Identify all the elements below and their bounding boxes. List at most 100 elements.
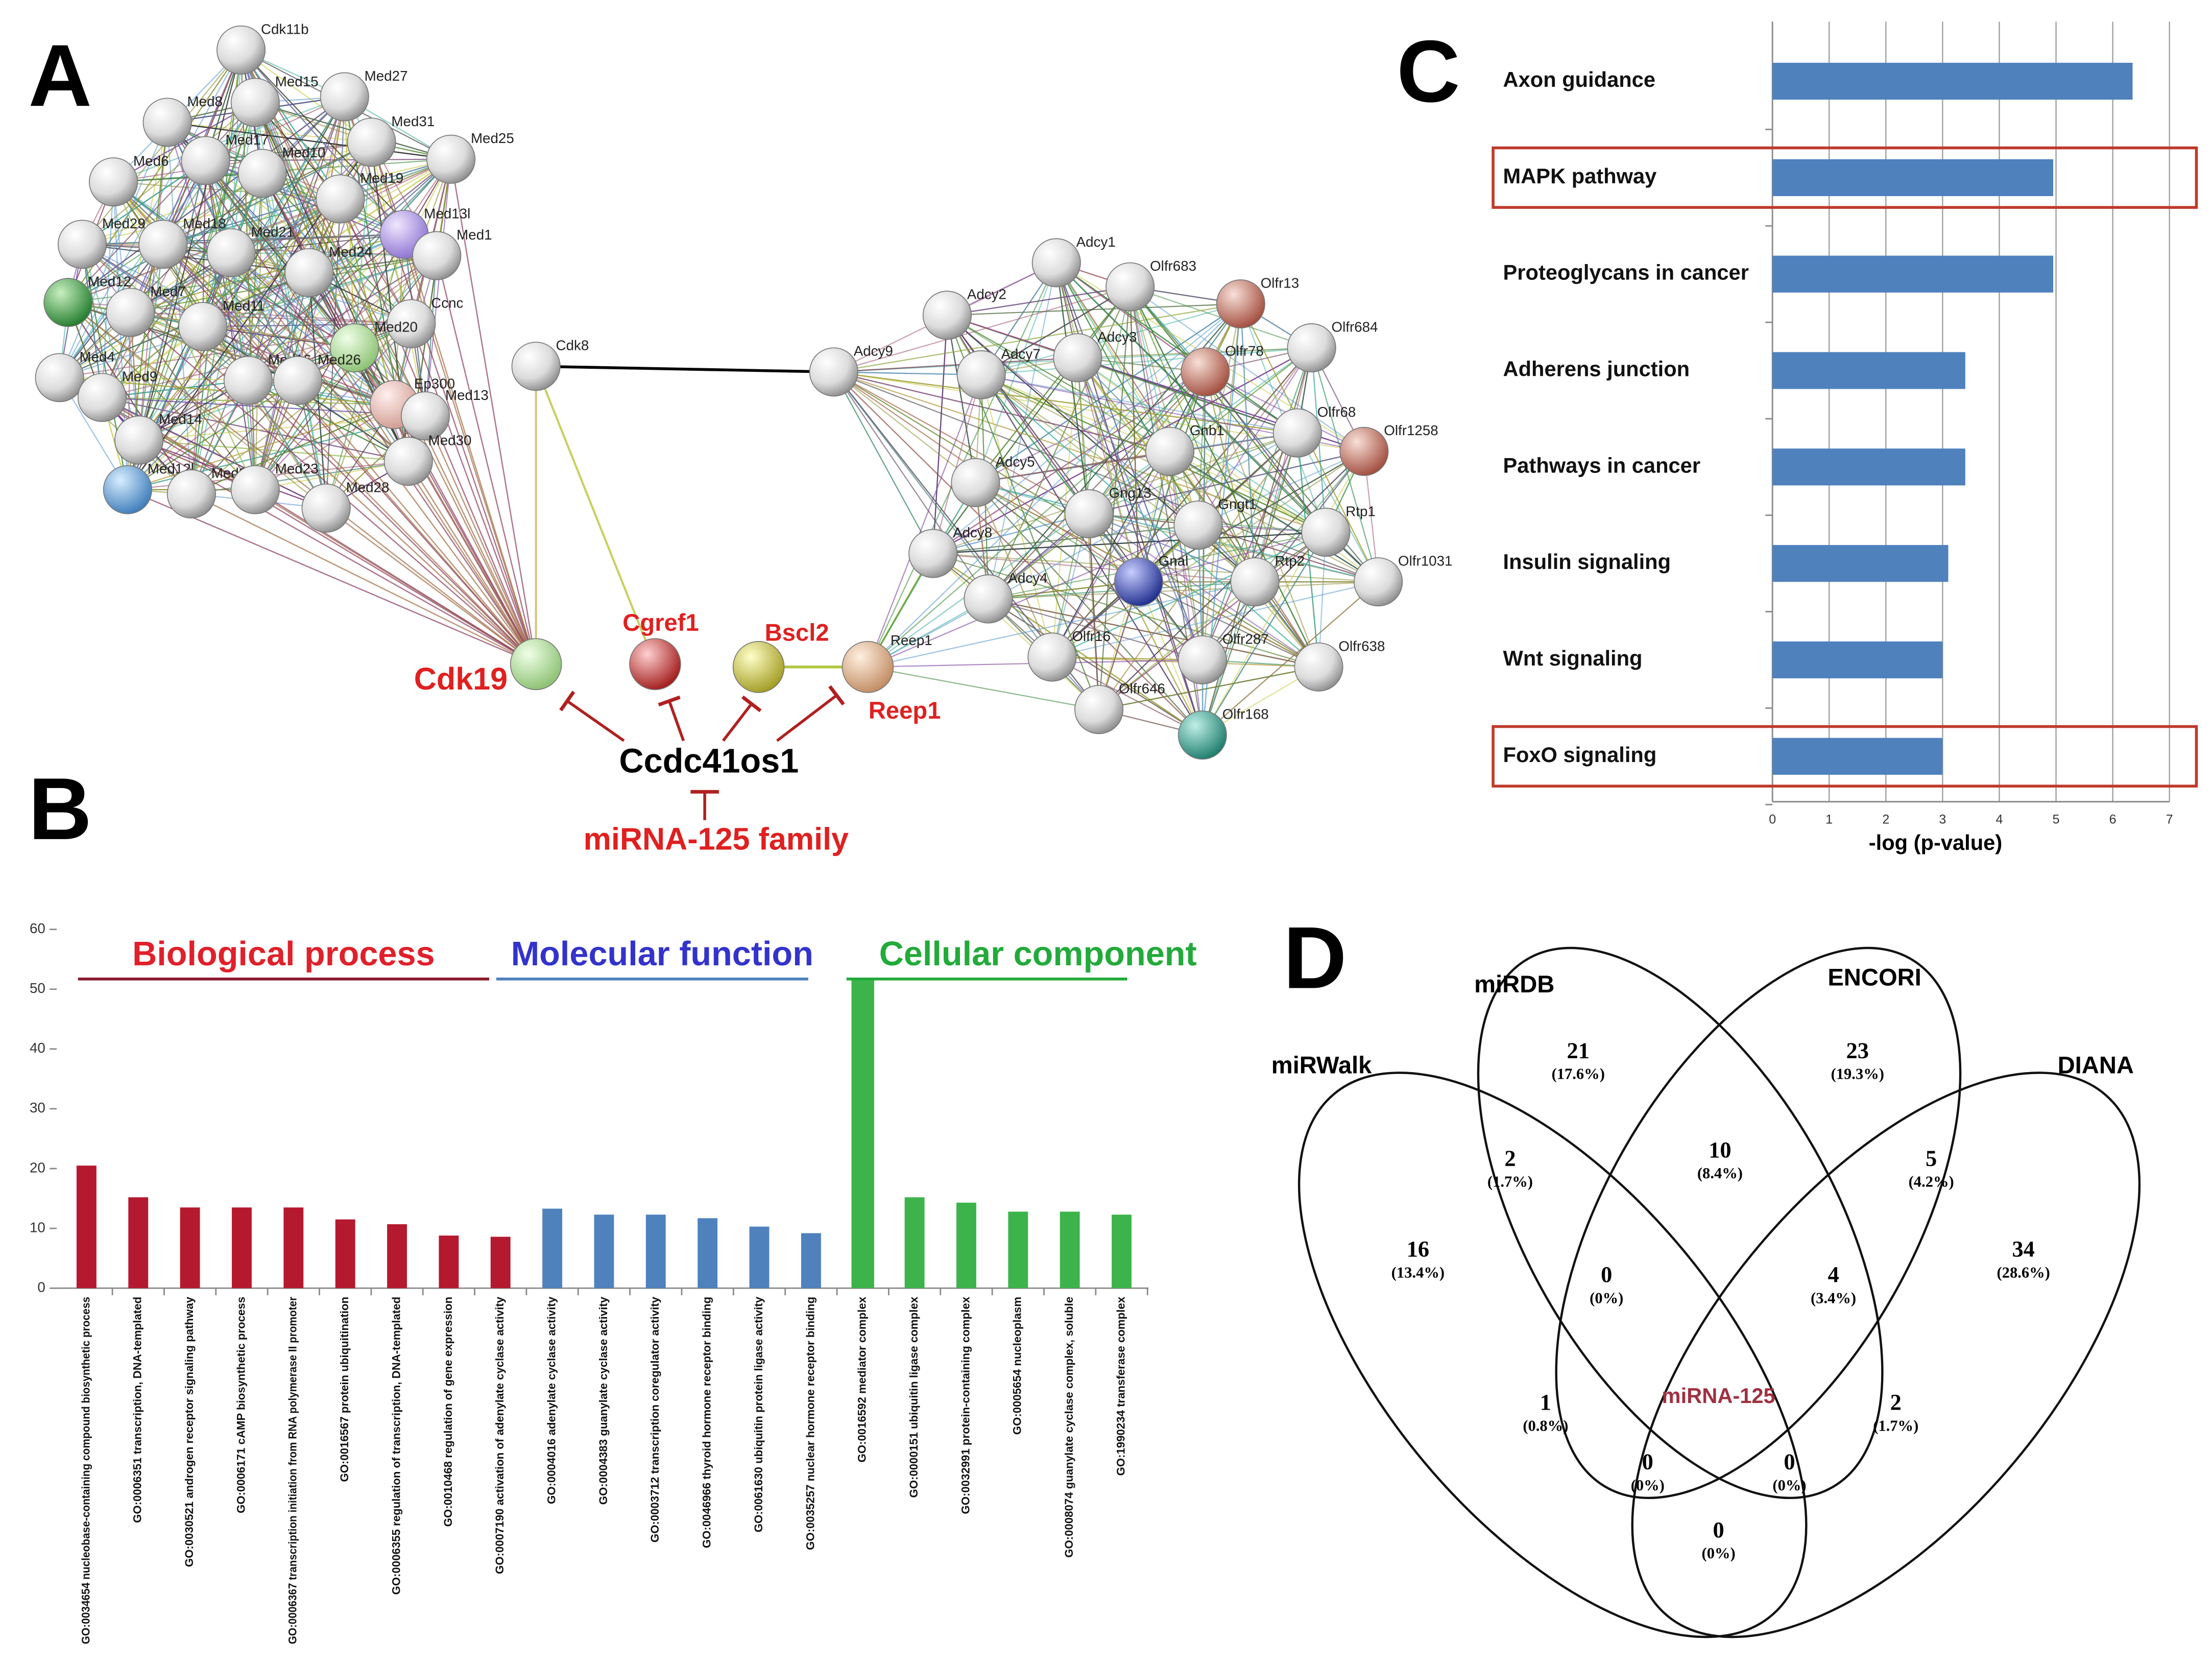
network-node [230, 78, 280, 127]
node-label: Olfr646 [1119, 681, 1165, 697]
edge [1201, 581, 1256, 735]
edge [933, 531, 1326, 554]
edge [411, 323, 537, 664]
edge [127, 50, 242, 490]
node-label: Olfr78 [1225, 343, 1264, 359]
node-label: Med26 [318, 351, 361, 367]
node-label: Olfr1031 [1398, 553, 1452, 569]
inhibition-arrow [566, 700, 625, 742]
group-label: Cellular component [879, 935, 1197, 973]
edge [867, 432, 1298, 668]
network-node [166, 469, 216, 519]
y-tick-label: 60 [30, 920, 45, 936]
network-node [35, 353, 84, 402]
region-percent: (19.3%) [1831, 1065, 1884, 1083]
edge [868, 581, 1255, 668]
edge [138, 158, 451, 441]
category-label: Insulin signaling [1503, 550, 1671, 574]
edge [1098, 666, 1319, 710]
edge [67, 302, 327, 509]
network-node [1294, 642, 1343, 692]
node-label: Ep300 [414, 376, 455, 392]
edge [450, 159, 537, 664]
node-label: Med24 [329, 244, 372, 259]
edge [102, 173, 263, 398]
edge [205, 160, 355, 348]
region-count: 10 [1709, 1137, 1731, 1162]
network-node [181, 136, 230, 185]
edge [1169, 450, 1379, 583]
node-label: Med14 [159, 411, 202, 427]
region-percent: (13.4%) [1391, 1264, 1445, 1281]
edge [988, 598, 1203, 736]
edge [241, 50, 405, 235]
target-label: Cdk19 [414, 661, 508, 696]
bar [956, 1202, 976, 1289]
category-label: Axon guidance [1503, 67, 1655, 91]
network-node [1027, 632, 1077, 682]
edge [1169, 450, 1326, 533]
network-node [1105, 262, 1155, 312]
edge [113, 173, 262, 183]
node-label: Med18 [183, 216, 226, 231]
edge [82, 50, 242, 245]
node-label: Gnal [1159, 553, 1189, 569]
network-node [1031, 238, 1081, 288]
network-node [908, 529, 958, 578]
inhibition-arrow [722, 703, 753, 742]
network-node [217, 25, 266, 75]
network-node [320, 72, 369, 122]
node-label: Med13 [445, 387, 489, 403]
edge [1169, 451, 1319, 668]
set-label: ENCORI [1828, 964, 1921, 991]
network-node [1177, 710, 1227, 760]
network-node [43, 278, 93, 327]
bar [490, 1237, 511, 1289]
venn-set [1631, 1072, 2141, 1638]
network-node [1145, 426, 1195, 476]
node-label: Olfr1258 [1384, 422, 1438, 438]
network-node [1114, 557, 1163, 607]
venn-set [1297, 1072, 1808, 1638]
edge [947, 315, 1326, 533]
region-percent: (1.7%) [1487, 1173, 1533, 1191]
edge [254, 199, 341, 490]
x-tick-label: 2 [1882, 812, 1889, 826]
bar [801, 1233, 821, 1289]
network-node [951, 458, 1000, 507]
region-count: 34 [2012, 1236, 2034, 1262]
node-label: Med27 [365, 68, 408, 84]
set-label: miRDB [1474, 971, 1554, 998]
edge [1169, 451, 1203, 735]
network-node [237, 149, 287, 198]
edge [867, 371, 1206, 668]
edge [1138, 347, 1312, 582]
edge [988, 581, 1379, 600]
edge [167, 122, 451, 160]
node-label: Med23 [275, 461, 319, 477]
edge [981, 303, 1241, 375]
bar [542, 1208, 563, 1289]
edge [1198, 525, 1379, 583]
edge [230, 252, 537, 665]
region-percent: (0%) [1590, 1289, 1623, 1306]
edge [1077, 358, 1203, 660]
edge [833, 286, 1131, 373]
edge [975, 303, 1241, 483]
node-label: Adcy5 [995, 454, 1035, 469]
region-percent: (0%) [1772, 1477, 1806, 1494]
network-node [964, 574, 1013, 624]
highlight-box [1492, 725, 2198, 788]
panel-label: B [29, 760, 92, 858]
edge [988, 581, 1139, 600]
edge [344, 97, 537, 664]
region-percent: (4.2%) [1909, 1173, 1954, 1191]
node-label: Med7 [150, 283, 185, 299]
x-tick-label: GO:1990234 transferase complex [1114, 1296, 1127, 1476]
bar [232, 1207, 252, 1289]
center-label: miRNA-125 [1662, 1384, 1775, 1408]
node-label: Cdk8 [556, 338, 589, 353]
edge [191, 461, 408, 495]
edge [202, 141, 372, 327]
edge [436, 255, 537, 664]
